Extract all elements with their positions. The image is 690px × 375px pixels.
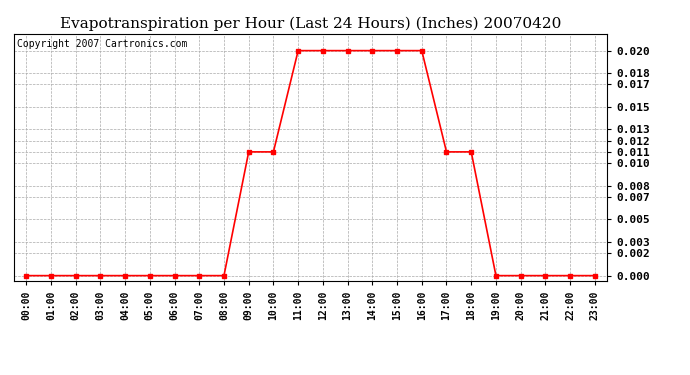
Text: Copyright 2007 Cartronics.com: Copyright 2007 Cartronics.com bbox=[17, 39, 187, 49]
Title: Evapotranspiration per Hour (Last 24 Hours) (Inches) 20070420: Evapotranspiration per Hour (Last 24 Hou… bbox=[60, 17, 561, 31]
